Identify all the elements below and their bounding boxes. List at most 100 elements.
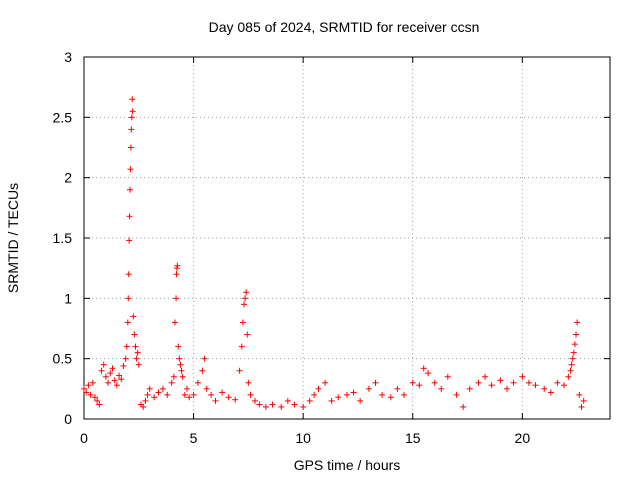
data-point [184,385,191,392]
data-point [438,385,445,392]
plot-frame [83,56,611,420]
data-point [208,391,215,398]
data-point [177,361,184,368]
data-point [190,391,197,398]
data-point [547,389,554,396]
data-point [541,385,548,392]
x-tick-label: 5 [190,430,198,446]
data-point [409,379,416,386]
data-point [142,397,149,404]
data-point [576,391,583,398]
data-point [453,391,460,398]
data-point [372,379,379,386]
data-point [574,319,581,326]
data-point [85,382,92,389]
data-point [400,391,407,398]
data-point [118,376,125,383]
data-point [125,271,132,278]
data-point [240,301,247,308]
data-point [89,379,96,386]
data-point [173,271,180,278]
data-point [460,403,467,410]
data-point [244,331,251,338]
data-point [122,355,129,362]
data-point [236,367,243,374]
data-point [111,377,118,384]
data-point [94,397,101,404]
data-point [194,379,201,386]
data-point [133,355,140,362]
data-point [306,397,313,404]
data-point [291,401,298,408]
data-point [87,391,94,398]
data-point [178,367,185,374]
data-point [186,394,193,401]
data-point [425,370,432,377]
data-point [379,391,386,398]
data-point [444,373,451,380]
y-tick-label: 0.5 [53,351,73,367]
data-point [129,108,136,115]
data-point [151,394,158,401]
data-point [300,403,307,410]
data-point [128,126,135,133]
data-point [132,343,139,350]
data-point [199,367,206,374]
data-point [170,373,177,380]
data-point [168,379,175,386]
data-point [580,397,587,404]
data-point [532,382,539,389]
data-point [560,382,567,389]
data-point [107,370,114,377]
data-point [127,144,134,151]
tick-layer: 0 5 10 15 20 0 0.5 1 1.5 2 2.5 3 [53,49,610,446]
data-point [113,382,120,389]
data-point [344,391,350,398]
data-point [105,379,112,386]
data-point [130,313,137,320]
data-point [269,401,276,408]
data-point [174,262,181,269]
data-point [146,385,153,392]
x-tick-label: 10 [295,430,311,446]
data-point [245,379,252,386]
data-point [573,331,580,338]
data-point [164,391,171,398]
data-point [578,403,585,410]
data-point [125,295,132,302]
data-point [225,394,232,401]
data-point [239,319,246,326]
data-point [278,403,285,410]
data-point [554,379,561,386]
data-point [128,114,135,121]
data-point [569,355,576,362]
data-point [175,343,182,350]
data-point [98,367,105,374]
data-point [497,377,504,384]
data-point [243,289,250,296]
data-point [232,396,239,403]
y-tick-label: 2.5 [53,109,73,125]
data-point [365,385,372,392]
x-tick-label: 20 [515,430,531,446]
x-axis-label: GPS time / hours [294,457,401,473]
data-point [416,382,423,389]
y-axis-label: SRMTID / TECUs [5,183,21,293]
chart-title: Day 085 of 2024, SRMTID for receiver ccs… [209,19,480,35]
y-tick-label: 0 [64,411,72,427]
data-point [159,385,166,392]
data-point [116,372,123,379]
y-tick-label: 2 [64,170,72,186]
data-point [311,391,318,398]
data-point [171,319,178,326]
data-point [322,379,329,386]
data-point [488,382,495,389]
x-tick-label: 0 [80,430,88,446]
data-point [328,397,335,404]
data-point [155,389,162,396]
data-point [91,394,98,401]
data-point [124,319,131,326]
data-point [238,343,245,350]
data-point [475,379,482,386]
data-point [242,295,249,302]
